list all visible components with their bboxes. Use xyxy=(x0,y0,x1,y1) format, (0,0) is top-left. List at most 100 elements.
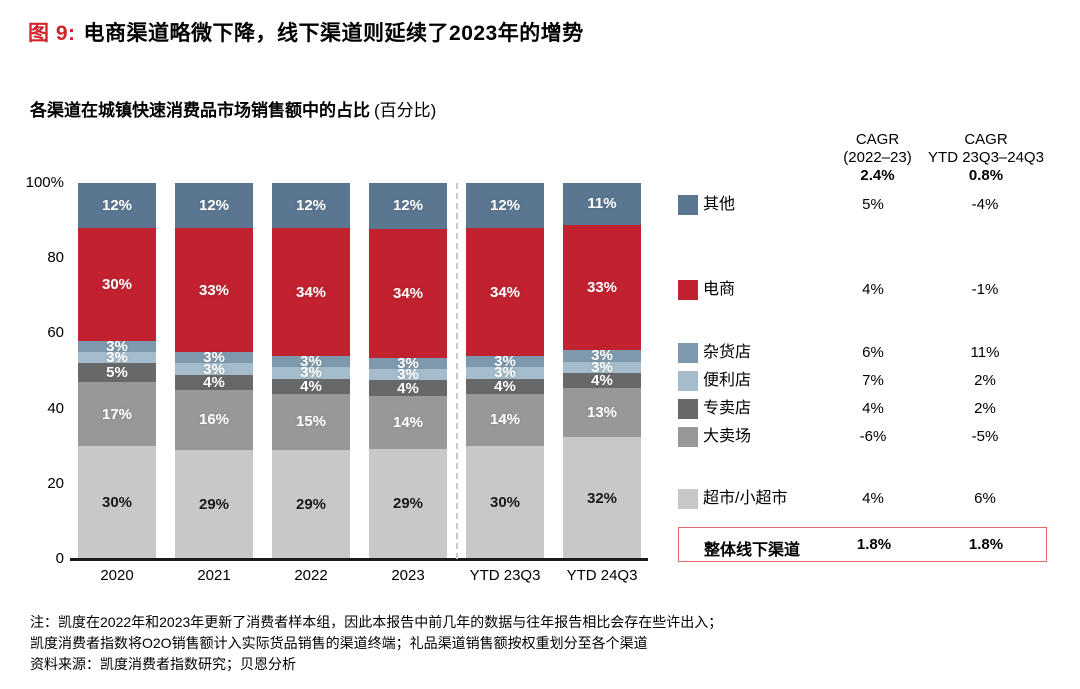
cagr1-value: 7% xyxy=(862,372,884,389)
legend-row-电商: 电商 4% -1% xyxy=(678,278,1047,302)
bar-segment-大卖场: 16% xyxy=(175,389,253,450)
legend-row-杂货店: 杂货店 6% 11% xyxy=(678,341,1047,365)
bar-segment-专卖店: 5% xyxy=(78,363,156,383)
legend-swatch-超市/小超市 xyxy=(678,489,698,509)
cagr1-title: CAGR xyxy=(855,131,900,148)
bar-segment-超市/小超市: 29% xyxy=(175,449,253,560)
bar-segment-value-label: 4% xyxy=(591,371,613,389)
stacked-bar-2022: 12% 34% 3% 3% 4% 15% 29% xyxy=(272,183,350,560)
cagr2-total-value: 0.8% xyxy=(968,167,1004,184)
legend-label: 超市/小超市 xyxy=(703,490,788,507)
cagr2-title: CAGR xyxy=(964,131,1008,148)
bar-segment-value-label: 34% xyxy=(295,283,327,301)
bar-segment-value-label: 3% xyxy=(106,349,128,367)
bar-segment-杂货店: 3% xyxy=(466,353,544,371)
legend-label: 便利店 xyxy=(703,372,752,389)
legend-row-其他: 其他 5% -4% xyxy=(678,193,1047,217)
bar-segment-专卖店: 4% xyxy=(272,377,350,395)
bar-segment-杂货店: 3% xyxy=(272,354,350,369)
ytd-divider-dashed-line xyxy=(456,183,458,559)
bar-segment-value-label: 12% xyxy=(198,197,230,215)
stacked-bar-ytd-24q3: 11% 33% 3% 3% 4% 13% 32% xyxy=(563,183,641,559)
x-axis-line xyxy=(70,558,648,561)
offline-total-row: 整体线下渠道 1.8% 1.8% xyxy=(678,527,1047,562)
stacked-bar-ytd-23q3: 12% 34% 3% 3% 4% 14% 30% xyxy=(466,183,544,560)
bar-segment-value-label: 34% xyxy=(489,283,521,301)
legend-label: 杂货店 xyxy=(703,344,752,361)
bar-segment-便利店: 3% xyxy=(563,360,641,375)
bar-segment-value-label: 12% xyxy=(101,197,133,215)
cagr-column2-header: CAGR YTD 23Q3–24Q3 0.8% xyxy=(912,131,1060,185)
bar-segment-value-label: 3% xyxy=(494,364,516,382)
stacked-bar-2023: 12% 34% 3% 3% 4% 14% 29% xyxy=(369,183,447,559)
bar-segment-value-label: 17% xyxy=(101,405,133,423)
legend-swatch-电商 xyxy=(678,280,698,300)
cagr2-value: -1% xyxy=(971,281,999,298)
cagr1-value: 4% xyxy=(862,490,884,507)
bar-segment-value-label: 16% xyxy=(198,411,230,429)
x-axis-label-ytd-23q3: YTD 23Q3 xyxy=(469,567,541,584)
bar-segment-电商: 33% xyxy=(563,224,641,351)
cagr1-period: (2022–23) xyxy=(843,149,912,166)
bar-segment-电商: 30% xyxy=(78,228,156,341)
bar-segment-value-label: 3% xyxy=(106,338,128,356)
bar-segment-value-label: 12% xyxy=(392,197,424,215)
legend-swatch-其他 xyxy=(678,195,698,215)
bar-segment-value-label: 30% xyxy=(489,494,521,512)
bar-segment-专卖店: 4% xyxy=(563,371,641,389)
legend-row-专卖店: 专卖店 4% 2% xyxy=(678,397,1047,421)
bar-segment-其他: 12% xyxy=(466,183,544,229)
cagr1-value: 4% xyxy=(862,281,884,298)
bar-segment-value-label: 29% xyxy=(198,495,230,513)
bar-segment-value-label: 3% xyxy=(203,360,225,378)
footnote-line3: 资料来源：凯度消费者指数研究；贝恩分析 xyxy=(30,656,296,672)
bar-segment-超市/小超市: 32% xyxy=(563,437,641,559)
bar-segment-电商: 34% xyxy=(369,228,447,358)
bar-segment-value-label: 14% xyxy=(489,411,521,429)
bar-segment-value-label: 4% xyxy=(397,379,419,397)
bar-segment-杂货店: 3% xyxy=(369,356,447,371)
legend-row-便利店: 便利店 7% 2% xyxy=(678,369,1047,393)
bar-segment-value-label: 33% xyxy=(198,281,230,299)
bar-segment-value-label: 4% xyxy=(203,373,225,391)
bar-segment-value-label: 34% xyxy=(392,284,424,302)
bar-segment-value-label: 32% xyxy=(586,489,618,507)
bar-segment-value-label: 30% xyxy=(101,276,133,294)
stacked-bar-2021: 12% 33% 3% 3% 4% 16% 29% xyxy=(175,183,253,560)
cagr1-total-value: 2.4% xyxy=(860,167,895,184)
cagr1-value: 4% xyxy=(862,400,884,417)
bar-segment-便利店: 3% xyxy=(175,360,253,378)
cagr2-value: 2% xyxy=(974,372,996,389)
figure-title: 图 9: 电商渠道略微下降，线下渠道则延续了2023年的增势 xyxy=(28,17,584,47)
cagr2-value: -4% xyxy=(971,196,999,213)
bar-segment-value-label: 14% xyxy=(392,413,424,431)
x-axis-label-2022: 2022 xyxy=(294,567,328,584)
y-axis-tick-label: 80 xyxy=(47,249,64,267)
x-axis-label-2023: 2023 xyxy=(391,567,425,584)
offline-total-cagr1: 1.8% xyxy=(856,536,892,553)
y-axis-tick-label: 60 xyxy=(47,324,64,342)
bar-segment-杂货店: 3% xyxy=(563,347,641,365)
bar-segment-其他: 11% xyxy=(563,183,641,225)
bar-segment-value-label: 4% xyxy=(300,377,322,395)
y-axis-tick-label: 40 xyxy=(47,399,64,417)
legend-swatch-便利店 xyxy=(678,371,698,391)
bar-segment-value-label: 3% xyxy=(591,347,613,365)
bar-segment-value-label: 3% xyxy=(494,353,516,371)
bar-segment-value-label: 12% xyxy=(489,197,521,215)
bar-segment-便利店: 3% xyxy=(272,365,350,380)
bar-segment-其他: 12% xyxy=(272,183,350,229)
footnotes: 注：凯度在2022年和2023年更新了消费者样本组，因此本报告中前几年的数据与往… xyxy=(30,612,722,675)
bar-segment-其他: 12% xyxy=(369,183,447,229)
x-axis-label-ytd-24q3: YTD 24Q3 xyxy=(566,567,638,584)
bar-segment-电商: 33% xyxy=(175,228,253,353)
bar-segment-value-label: 33% xyxy=(586,278,618,296)
bar-segment-专卖店: 4% xyxy=(369,379,447,397)
offline-total-label: 整体线下渠道 xyxy=(704,542,801,559)
bar-segment-超市/小超市: 30% xyxy=(78,446,156,559)
bar-segment-value-label: 4% xyxy=(494,377,516,395)
legend-swatch-专卖店 xyxy=(678,399,698,419)
bar-segment-value-label: 15% xyxy=(295,413,327,431)
bar-segment-电商: 34% xyxy=(466,228,544,356)
